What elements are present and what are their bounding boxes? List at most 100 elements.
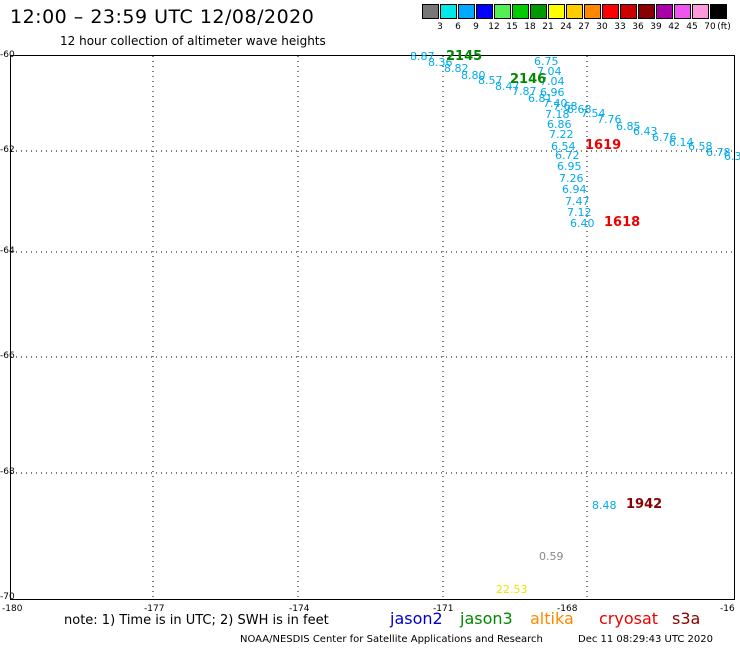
wave-height-value: 8.47 — [495, 80, 520, 93]
scale-label: 27 — [578, 22, 590, 32]
wave-height-value: 7.12 — [567, 206, 592, 219]
scale-label: 70 — [704, 22, 716, 32]
legend-cryosat: cryosat — [599, 609, 659, 628]
longitude-label: -171 — [433, 604, 454, 614]
wave-height-value: 6.81 — [528, 92, 553, 105]
scale-swatch — [656, 4, 673, 19]
scale-label: 36 — [632, 22, 644, 32]
pass-time-label: 1618 — [604, 215, 641, 230]
graticule — [11, 56, 734, 599]
latitude-label: -70 — [0, 592, 15, 602]
wave-height-value: 6.78 — [706, 146, 731, 159]
wave-height-value: 22.53 — [496, 583, 528, 596]
wave-height-value: 8.57 — [478, 74, 503, 87]
scale-label: 6 — [455, 22, 461, 32]
scale-label: 21 — [542, 22, 554, 32]
plot-frame — [10, 55, 735, 600]
scale-label: 45 — [686, 22, 698, 32]
legend-jason2: jason2 — [390, 609, 443, 628]
wave-height-value: 7.26 — [559, 172, 584, 185]
map-plot — [10, 55, 735, 600]
wave-height-value: 7.87 — [512, 85, 537, 98]
scale-swatch — [458, 4, 475, 19]
scale-swatch — [584, 4, 601, 19]
longitude-label: -180 — [2, 604, 23, 614]
scale-swatch — [512, 4, 529, 19]
wave-height-value: 7.40 — [543, 97, 568, 110]
wave-height-value: 7.22 — [549, 128, 574, 141]
scale-label: 24 — [560, 22, 572, 32]
wave-height-value: 6.85 — [616, 120, 641, 133]
pass-time-label: 1619 — [585, 138, 622, 153]
longitude-label: -168 — [557, 604, 578, 614]
longitude-label: -174 — [289, 604, 310, 614]
latitude-label: -60 — [0, 50, 15, 60]
scale-swatch — [530, 4, 547, 19]
scale-swatch — [692, 4, 709, 19]
scale-swatch — [548, 4, 565, 19]
legend-altika: altika — [530, 609, 574, 628]
scale-swatch — [494, 4, 511, 19]
footer-note: note: 1) Time is in UTC; 2) SWH is in fe… — [64, 613, 329, 628]
scale-label: 42 — [668, 22, 680, 32]
wave-height-value: 6.14 — [669, 136, 694, 149]
legend-jason3: jason3 — [460, 609, 513, 628]
wave-height-value: 7.18 — [545, 108, 570, 121]
legend-s3a: s3a — [672, 609, 701, 628]
wave-height-value: 6.54 — [551, 140, 576, 153]
scale-swatch — [440, 4, 457, 19]
scale-label: 3 — [437, 22, 443, 32]
wave-height-value: 0.59 — [539, 550, 564, 563]
wave-height-value: 6.94 — [562, 183, 587, 196]
wave-height-value: 6.72 — [555, 149, 580, 162]
scale-label: 18 — [524, 22, 536, 32]
latitude-label: -64 — [0, 246, 15, 256]
wave-height-value: 8.48 — [592, 499, 617, 512]
wave-height-value: 6.75 — [534, 55, 559, 68]
generated-timestamp: Dec 11 08:29:43 UTC 2020 — [578, 634, 713, 645]
wave-height-value: 6.40 — [570, 217, 595, 230]
scale-swatch — [602, 4, 619, 19]
scale-swatch — [566, 4, 583, 19]
scale-swatch — [674, 4, 691, 19]
pass-time-label: 1942 — [626, 497, 663, 512]
longitude-label: -16 — [720, 604, 735, 614]
latitude-label: -68 — [0, 467, 15, 477]
scale-swatch — [476, 4, 493, 19]
wave-height-value: 6.95 — [557, 160, 582, 173]
latitude-label: -66 — [0, 351, 15, 361]
scale-swatch — [422, 4, 439, 19]
longitude-label: -177 — [144, 604, 165, 614]
wave-height-value: 7.04 — [540, 75, 565, 88]
wave-height-value: 8.36 — [428, 56, 453, 69]
map-title: 12:00 – 23:59 UTC 12/08/2020 — [10, 6, 315, 28]
scale-label: 33 — [614, 22, 626, 32]
wave-height-value: 6.86 — [547, 118, 572, 131]
wave-height-value: 7.54 — [581, 107, 606, 120]
wave-height-value: 6.68 — [567, 103, 592, 116]
wave-height-value: 8.80 — [461, 69, 486, 82]
scale-label: 39 — [650, 22, 662, 32]
scale-swatch — [710, 4, 727, 19]
wave-height-value: 7.68 — [553, 100, 578, 113]
wave-height-value: 6.43 — [633, 125, 658, 138]
credit-line: NOAA/NESDIS Center for Satellite Applica… — [240, 634, 543, 645]
wave-height-value: 6.96 — [540, 86, 565, 99]
wave-height-value: 6.76 — [652, 131, 677, 144]
latitude-label: -62 — [0, 145, 15, 155]
scale-label: 15 — [506, 22, 518, 32]
scale-swatch — [620, 4, 637, 19]
scale-label: 30 — [596, 22, 608, 32]
wave-height-value: 8.87 — [410, 50, 435, 63]
map-subtitle: 12 hour collection of altimeter wave hei… — [60, 34, 326, 48]
pass-time-label: 2145 — [446, 49, 483, 64]
wave-height-value: 6.58 — [688, 140, 713, 153]
wave-height-value: 6.3 — [724, 150, 740, 163]
scale-unit: (ft) — [717, 22, 731, 32]
scale-swatch — [638, 4, 655, 19]
pass-time-label: 2146 — [510, 72, 547, 87]
wave-height-value: 7.47 — [565, 195, 590, 208]
scale-label: 12 — [488, 22, 500, 32]
wave-height-value: 7.04 — [537, 65, 562, 78]
scale-label: 9 — [473, 22, 479, 32]
